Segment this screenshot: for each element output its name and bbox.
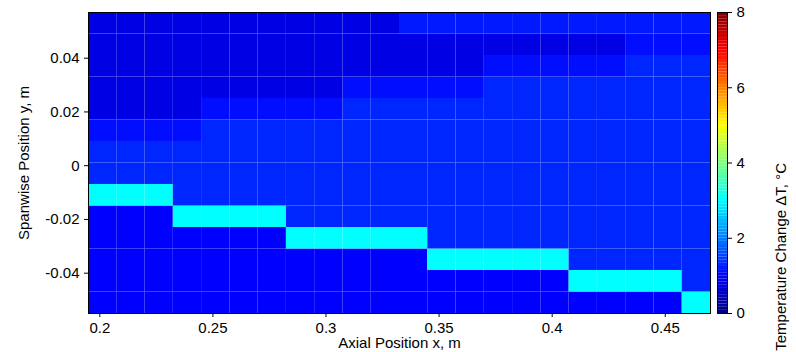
svg-text:Axial Position x, m: Axial Position x, m: [338, 334, 461, 351]
svg-text:0.35: 0.35: [424, 319, 454, 337]
svg-text:0.45: 0.45: [651, 319, 680, 336]
svg-text:0: 0: [71, 156, 79, 173]
svg-text:0.2: 0.2: [89, 319, 110, 336]
svg-text:0.02: 0.02: [50, 103, 79, 120]
svg-text:2: 2: [737, 229, 745, 246]
svg-text:0.4: 0.4: [542, 319, 563, 336]
svg-text:4: 4: [737, 154, 745, 171]
svg-text:Spanwise Position y, m: Spanwise Position y, m: [15, 86, 32, 240]
svg-text:0: 0: [737, 304, 745, 321]
svg-text:8: 8: [737, 3, 745, 20]
svg-text:-0.04: -0.04: [45, 264, 79, 281]
svg-text:0.25: 0.25: [198, 319, 227, 336]
svg-text:0.04: 0.04: [50, 49, 79, 66]
svg-text:-0.02: -0.02: [45, 210, 79, 227]
svg-text:Temperature Change ΔT, °C: Temperature Change ΔT, °C: [772, 163, 789, 351]
svg-text:6: 6: [737, 79, 745, 96]
svg-text:0.3: 0.3: [316, 319, 337, 336]
